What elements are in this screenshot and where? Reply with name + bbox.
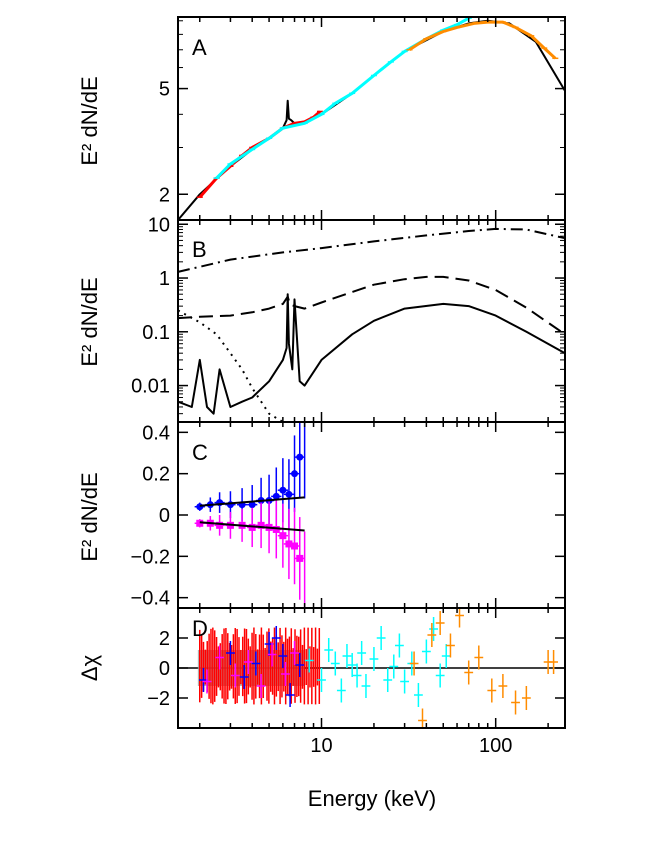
panel-a-series [177,16,566,221]
y-tick-label: 0 [159,505,170,527]
y-tick-label: −0.2 [131,546,170,568]
y-tick-label: 10 [148,214,170,236]
panel-b-series [177,227,566,423]
data-point [196,503,204,511]
data-point [272,525,280,533]
series-line [199,496,305,507]
data-point [257,521,265,529]
panel-d-series [178,608,565,728]
panel-a: 25 A E² dN/dE [77,16,566,221]
data-point [248,523,256,531]
panel-c-letter: C [192,440,208,465]
y-tick-label: −2 [147,688,170,710]
panel-d-ylabel: Δχ [77,654,102,681]
panel-a-frame [177,16,566,221]
data-point [279,532,287,540]
panel-a-ylabel: E² dN/dE [77,76,102,165]
y-tick-label: 2 [159,628,170,650]
panel-c-ticks: −0.4 −0.2 0 0.2 0.4 [131,422,565,610]
panel-d: −2 0 2 D Δχ [77,607,566,729]
y-tick-label: 2 [159,184,170,206]
y-tick-label: 0.01 [131,376,170,398]
data-point [296,453,304,461]
data-point [272,492,280,500]
y-tick-label: 0.2 [142,464,170,486]
series-line [177,19,566,221]
series-line [199,521,305,532]
panel-a-letter: A [192,35,207,60]
data-point [279,486,287,494]
data-point [248,501,256,509]
panel-b-ticks: 0.01 0.1 1 10 [131,214,565,422]
data-point [291,542,299,550]
x-tick-label: 10 [310,735,332,757]
y-tick-label: 0.4 [142,422,170,444]
data-point [196,519,204,527]
panel-d-ticks: −2 0 2 [147,608,565,728]
series-line [177,293,566,415]
panel-a-ticks: 25 [159,17,565,220]
y-tick-label: 0 [159,658,170,680]
panel-b-ylabel: E² dN/dE [77,277,102,366]
panel-d-letter: D [192,616,208,641]
x-axis-labels: 10 100 [310,735,512,757]
series-line [177,227,566,273]
panel-c: −0.4 −0.2 0 0.2 0.4 C E² dN/dE [77,421,566,610]
series-line [215,16,470,180]
panel-c-frame [177,421,566,609]
series-line [177,309,284,423]
data-point [291,470,299,478]
panel-b-letter: B [192,237,207,262]
y-tick-label: 5 [159,79,170,101]
panel-c-series [194,422,306,608]
panel-b: 0.01 0.1 1 10 B E² dN/dE [77,214,566,423]
data-point [296,554,304,562]
y-tick-label: 1 [159,268,170,290]
y-tick-label: 0.1 [142,322,170,344]
data-point [216,521,224,529]
residual-band [197,650,305,686]
x-tick-label: 100 [479,735,512,757]
y-tick-label: −0.4 [131,588,170,610]
panel-c-ylabel: E² dN/dE [77,472,102,561]
data-point [285,540,293,548]
x-axis-title: Energy (keV) [308,786,436,811]
series-line [177,275,566,336]
data-point [285,490,293,498]
